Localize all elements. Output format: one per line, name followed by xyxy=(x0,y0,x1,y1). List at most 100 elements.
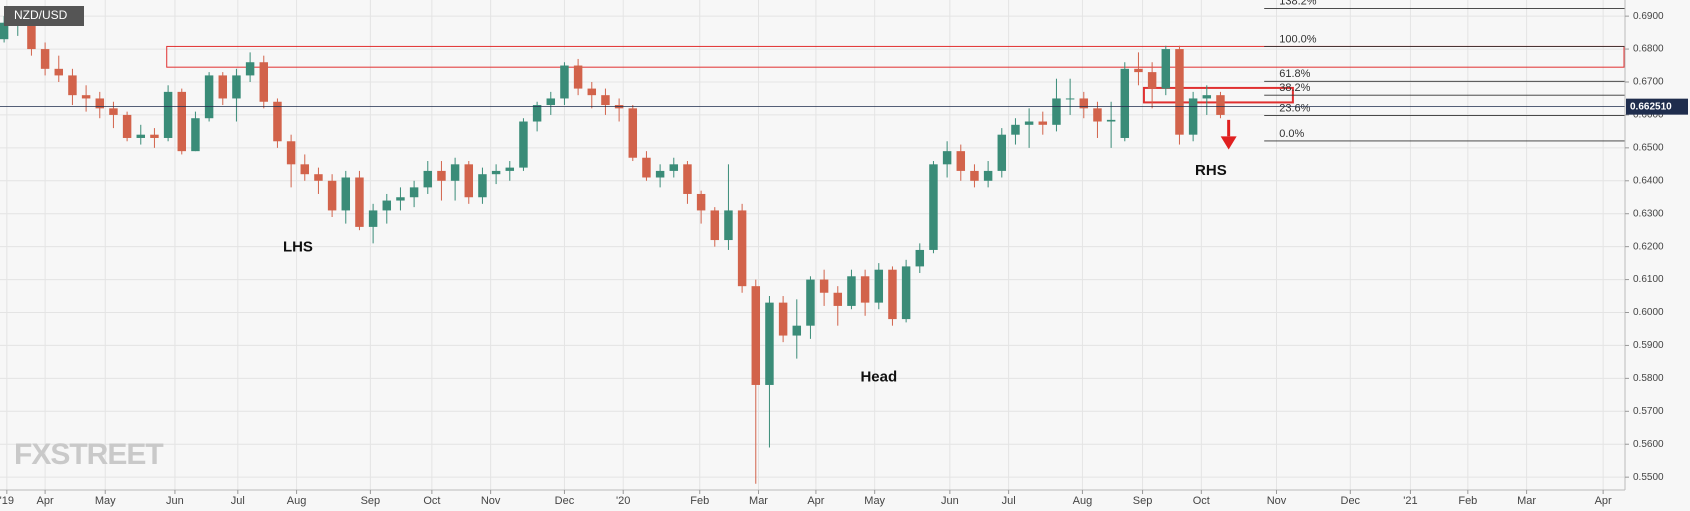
candle-body xyxy=(833,292,843,306)
x-tick-label: Apr xyxy=(1595,495,1612,507)
candle-body xyxy=(1065,98,1075,100)
candle-body xyxy=(724,210,733,241)
candle-body xyxy=(327,180,337,211)
chart-title: NZD/USD xyxy=(14,8,68,22)
candle-body xyxy=(204,75,214,119)
candle-body xyxy=(806,279,815,326)
title-box xyxy=(4,6,84,26)
candle-body xyxy=(218,75,228,99)
candle-body xyxy=(286,141,296,165)
candle-body xyxy=(751,286,761,385)
candle-body xyxy=(560,65,569,99)
candle-body xyxy=(355,177,364,227)
x-tick-label: Apr xyxy=(807,495,824,507)
candle-body xyxy=(1079,98,1089,109)
candle-body xyxy=(915,249,925,267)
candle-body xyxy=(655,170,665,178)
y-tick-label: 0.5700 xyxy=(1633,406,1664,417)
candle-body xyxy=(1161,49,1171,89)
y-tick-label: 0.5500 xyxy=(1633,472,1664,483)
candle-body xyxy=(245,62,255,76)
y-tick-label: 0.5800 xyxy=(1633,373,1664,384)
candle-body xyxy=(929,164,938,250)
candle-body xyxy=(573,65,583,89)
candle-body xyxy=(409,187,419,198)
candle-body xyxy=(232,75,241,99)
x-tick-label: Aug xyxy=(287,495,307,507)
candle-body xyxy=(450,164,460,181)
y-tick-label: 0.6400 xyxy=(1633,175,1664,186)
candle-body xyxy=(532,105,542,122)
candle-body xyxy=(792,325,802,336)
x-tick-label: Oct xyxy=(1193,495,1210,507)
x-tick-label: '20 xyxy=(616,495,630,507)
y-tick-label: 0.6500 xyxy=(1633,142,1664,153)
x-tick-label: Sep xyxy=(1133,495,1153,507)
y-tick-label: 0.6900 xyxy=(1633,11,1664,22)
candle-body xyxy=(683,164,692,194)
candle-body xyxy=(1216,95,1225,115)
x-tick-label: May xyxy=(864,495,885,507)
candle-body xyxy=(382,200,392,211)
x-tick-label: Nov xyxy=(481,495,501,507)
candle-body xyxy=(177,91,187,152)
candle-body xyxy=(464,164,474,198)
grid xyxy=(0,0,1625,490)
candle-body xyxy=(983,170,993,181)
fib-label: 23.6% xyxy=(1279,102,1310,114)
y-tick-label: 0.6700 xyxy=(1633,77,1664,88)
candle-body xyxy=(601,95,610,106)
candle-body xyxy=(1024,121,1034,125)
candle-body xyxy=(150,134,159,138)
x-tick-label: Feb xyxy=(1458,495,1477,507)
candle-body xyxy=(478,174,487,198)
y-tick-label: 0.6100 xyxy=(1633,274,1664,285)
candle-body xyxy=(109,108,118,115)
candle-body xyxy=(970,170,979,181)
candle-body xyxy=(888,269,897,320)
candle-body xyxy=(696,193,706,211)
candle-body xyxy=(642,157,651,178)
fib-label: 0.0% xyxy=(1279,128,1304,140)
fib-label: 61.8% xyxy=(1279,68,1310,80)
candle-body xyxy=(765,302,774,385)
candle-body xyxy=(942,151,952,165)
fib-label: 138.2% xyxy=(1279,0,1317,7)
x-tick-label: Feb xyxy=(690,495,709,507)
marks: 138.2% 100.0% 61.8% 38.2% 23.6% 0.0% xyxy=(0,0,1625,484)
x-tick-label: Jun xyxy=(166,495,184,507)
candle-body xyxy=(122,114,132,138)
candle-body xyxy=(1120,68,1130,138)
candle-body xyxy=(505,167,515,171)
fib-label: 100.0% xyxy=(1279,33,1317,45)
candle-body xyxy=(1106,119,1116,122)
y-tick-label: 0.6600 xyxy=(1633,110,1664,121)
candle-body xyxy=(669,164,679,171)
candle-body xyxy=(1175,49,1184,135)
arrow-head xyxy=(1220,136,1237,150)
candle-body xyxy=(95,98,105,109)
y-tick-label: 0.5900 xyxy=(1633,340,1664,351)
x-tick-label: Dec xyxy=(555,495,575,507)
candle-body xyxy=(368,210,378,227)
candle-body xyxy=(1134,68,1143,73)
candle-body xyxy=(1052,98,1061,125)
candle-body xyxy=(136,134,146,138)
x-tick-label: Oct xyxy=(423,495,440,507)
candle-body xyxy=(997,134,1007,171)
candle-body xyxy=(259,62,269,102)
annotation: RHS xyxy=(1195,162,1227,179)
x-tick-label: Mar xyxy=(749,495,768,507)
candle-body xyxy=(819,279,829,293)
y-tick-label: 0.5600 xyxy=(1633,439,1664,450)
candle-body xyxy=(628,108,638,158)
candle-body xyxy=(847,276,856,306)
candle-body xyxy=(901,266,911,320)
y-tick-label: 0.6000 xyxy=(1633,307,1664,318)
candle-body xyxy=(314,174,323,181)
x-tick-label: '19 xyxy=(0,495,14,507)
candle-body xyxy=(1147,72,1157,89)
y-tick-label: 0.6800 xyxy=(1633,44,1664,55)
